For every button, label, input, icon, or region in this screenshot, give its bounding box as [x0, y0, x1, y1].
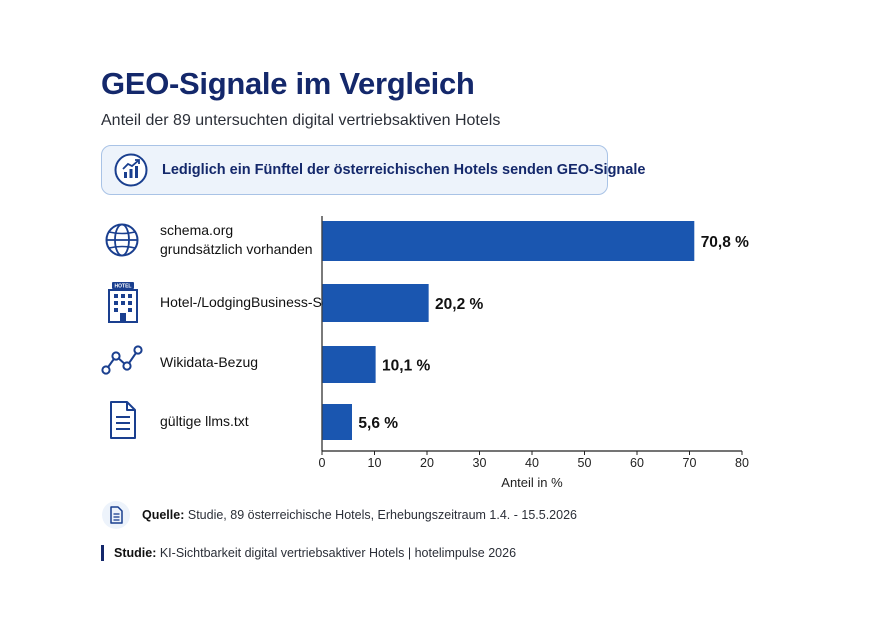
bar-value-label: 5,6 % — [358, 415, 398, 432]
bar — [322, 284, 429, 322]
globe-icon — [105, 223, 139, 257]
bar — [322, 404, 352, 440]
x-tick-label: 80 — [735, 456, 749, 470]
x-tick-label: 0 — [319, 456, 326, 470]
category-label-hotel-schema: Hotel-/LodgingBusiness-Schema — [160, 293, 364, 312]
chart-title: GEO-Signale im Vergleich — [101, 66, 475, 101]
footer-note: Studie: KI-Sichtbarkeit digital vertrieb… — [114, 546, 516, 560]
source-text: Studie, 89 österreichische Hotels, Erheb… — [187, 508, 577, 522]
key-insight-callout: Lediglich ein Fünftel der österreichisch… — [101, 145, 645, 195]
hotel-building-icon: HOTEL — [108, 282, 138, 323]
footer-label: Studie: — [114, 546, 157, 560]
category-label-line: Wikidata-Bezug — [160, 354, 259, 370]
category-label-wikidata: Wikidata-Bezug — [160, 353, 258, 372]
bar-value-label: 20,2 % — [435, 296, 483, 313]
x-tick-label: 70 — [683, 456, 697, 470]
source-note: Quelle: Studie, 89 österreichische Hotel… — [142, 508, 577, 522]
bar — [322, 346, 376, 383]
bar-value-label: 70,8 % — [701, 234, 749, 251]
chart-subtitle: Anteil der 89 untersuchten digital vertr… — [101, 112, 501, 129]
bar — [322, 221, 695, 261]
hotel-sign-text: HOTEL — [115, 284, 132, 290]
x-axis-title: Anteil in % — [501, 475, 563, 490]
document-icon — [110, 401, 136, 439]
footer-accent-bar — [101, 545, 104, 561]
x-tick-label: 10 — [368, 456, 382, 470]
network-nodes-icon — [101, 345, 143, 375]
x-tick-label: 30 — [473, 456, 487, 470]
x-tick-label: 40 — [525, 456, 539, 470]
category-label-line: Hotel-/LodgingBusiness-Schema — [160, 294, 364, 310]
category-label-line: grundsätzlich vorhanden — [160, 241, 313, 257]
document-small-icon — [102, 501, 130, 529]
trend-chart-icon — [114, 153, 148, 187]
bar-value-label: 10,1 % — [382, 358, 430, 375]
category-label-line: schema.org — [160, 222, 234, 238]
category-label-schema-org: schema.org grundsätzlich vorhanden — [160, 221, 313, 259]
category-label-llms-txt: gültige llms.txt — [160, 412, 249, 431]
callout-text: Lediglich ein Fünftel der österreichisch… — [162, 162, 646, 178]
x-tick-label: 60 — [630, 456, 644, 470]
x-tick-label: 50 — [578, 456, 592, 470]
category-label-line: gültige llms.txt — [160, 413, 249, 429]
x-tick-label: 20 — [420, 456, 434, 470]
source-label: Quelle: — [142, 508, 185, 522]
footer-text: KI-Sichtbarkeit digital vertriebsaktiver… — [159, 546, 517, 560]
